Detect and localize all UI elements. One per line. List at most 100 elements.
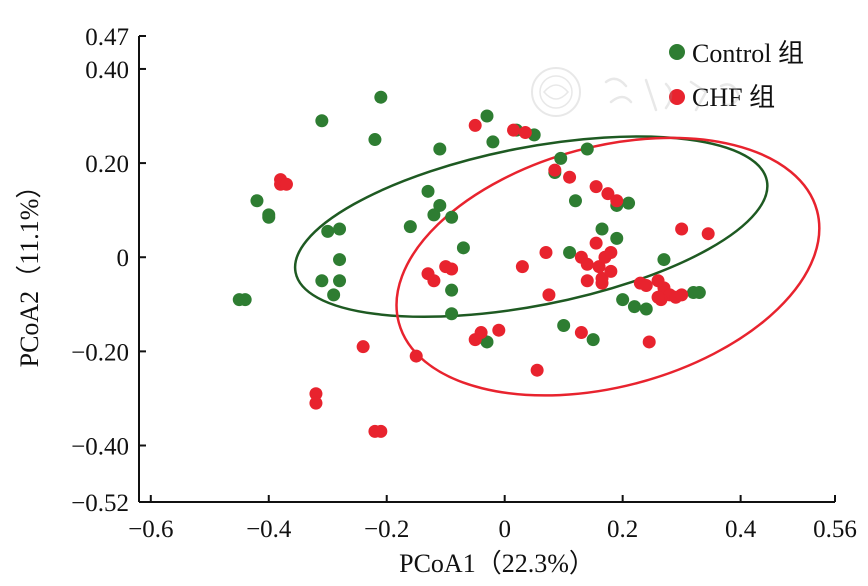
chf-data-point [592, 260, 606, 274]
control-data-point [315, 114, 329, 128]
control-data-point [421, 184, 435, 198]
x-tick-label: 0.56 [813, 516, 857, 543]
chf-data-point [610, 194, 624, 208]
control-data-point [445, 307, 459, 321]
chf-data-point [492, 323, 506, 337]
chf-data-point [507, 123, 521, 137]
y-tick-label: 0.20 [85, 151, 129, 178]
x-tick-label: −0.6 [128, 516, 173, 543]
legend: Control 组 CHF 组 [669, 39, 804, 112]
control-data-point [480, 109, 494, 123]
legend-label-control: Control 组 [692, 39, 804, 68]
chf-data-point [675, 222, 689, 236]
control-data-point [554, 151, 568, 165]
control-data-point [321, 224, 335, 238]
y-tick-label: −0.20 [71, 339, 129, 366]
control-data-point [445, 210, 459, 224]
control-data-point [333, 253, 347, 267]
chf-data-point [374, 424, 388, 438]
x-tick-label: 0 [498, 516, 511, 543]
y-tick-label: 0.40 [85, 57, 129, 84]
tick-labels: −0.6 −0.4 −0.2 0 0.2 0.4 0.56−0.52−0.40−0.2000… [71, 24, 857, 543]
control-data-point [622, 196, 636, 210]
chf-data-point [595, 271, 609, 285]
chf-data-point [409, 349, 423, 363]
chf-data-point [445, 262, 459, 276]
chf-data-point [601, 187, 615, 201]
legend-label-chf: CHF 组 [692, 83, 775, 112]
chf-data-point [539, 246, 553, 260]
chf-data-point [518, 125, 532, 139]
control-data-point [580, 142, 594, 156]
control-data-point [327, 288, 341, 302]
chf-data-point [309, 387, 323, 401]
control-data-point [445, 283, 459, 297]
control-data-point [433, 142, 447, 156]
control-data-point [657, 253, 671, 267]
control-data-point [262, 210, 276, 224]
chf-data-point [642, 335, 656, 349]
chf-data-point [580, 257, 594, 271]
axes [138, 35, 836, 503]
control-data-point [486, 135, 500, 149]
chf-data-point [548, 163, 562, 177]
y-tick-label: 0.47 [85, 24, 129, 51]
control-data-point [238, 293, 252, 307]
chf-data-point [589, 180, 603, 194]
data-points [232, 90, 715, 438]
control-data-point [586, 333, 600, 347]
chf-data-point [309, 396, 323, 410]
control-data-point [480, 335, 494, 349]
control-data-point [250, 194, 264, 208]
confidence-ellipses [293, 135, 821, 397]
chf-data-point [468, 118, 482, 132]
control-data-point [333, 274, 347, 288]
chf-data-point [589, 236, 603, 250]
control-data-point [568, 194, 582, 208]
chf-data-point [574, 326, 588, 340]
x-tick-label: −0.2 [364, 516, 409, 543]
control-data-point [627, 300, 641, 314]
chf-data-point [563, 170, 577, 184]
legend-marker-chf [669, 89, 685, 105]
y-tick-label: −0.52 [71, 490, 129, 517]
chf-data-point [675, 288, 689, 302]
x-tick-label: 0.4 [725, 516, 757, 543]
x-tick-label: −0.4 [246, 516, 292, 543]
control-data-point [315, 274, 329, 288]
control-data-point [433, 198, 447, 212]
control-data-point [427, 208, 441, 222]
chf-data-point [542, 288, 556, 302]
control-data-point [616, 293, 630, 307]
control-data-point [639, 302, 653, 316]
chf-data-point [515, 260, 529, 274]
y-axis-title: PCoA2（11.1%） [15, 173, 44, 368]
control-data-point [557, 318, 571, 332]
confidence-ellipse-chf [395, 136, 821, 397]
chf-data-point [356, 340, 370, 354]
control-data-point [692, 286, 706, 300]
chf-data-point [279, 177, 293, 191]
chf-data-point [580, 274, 594, 288]
x-axis-title: PCoA1（22.3%） [399, 549, 595, 578]
control-data-point [563, 246, 577, 260]
chf-data-point [701, 227, 715, 241]
chf-data-point [651, 290, 665, 304]
chf-data-point [427, 274, 441, 288]
control-data-point [595, 222, 609, 236]
control-data-point [333, 222, 347, 236]
control-data-point [456, 241, 470, 255]
control-data-point [368, 133, 382, 147]
chf-data-point [604, 264, 618, 278]
control-data-point [610, 231, 624, 245]
journal-watermark-logo [531, 67, 741, 117]
confidence-ellipse-control [293, 135, 769, 319]
y-tick-label: −0.40 [71, 434, 129, 461]
legend-marker-control [669, 44, 685, 60]
x-tick-label: 0.2 [607, 516, 638, 543]
y-tick-label: 0 [117, 245, 130, 272]
chf-data-point [604, 246, 618, 260]
control-data-point [374, 90, 388, 104]
chf-data-point [639, 278, 653, 292]
